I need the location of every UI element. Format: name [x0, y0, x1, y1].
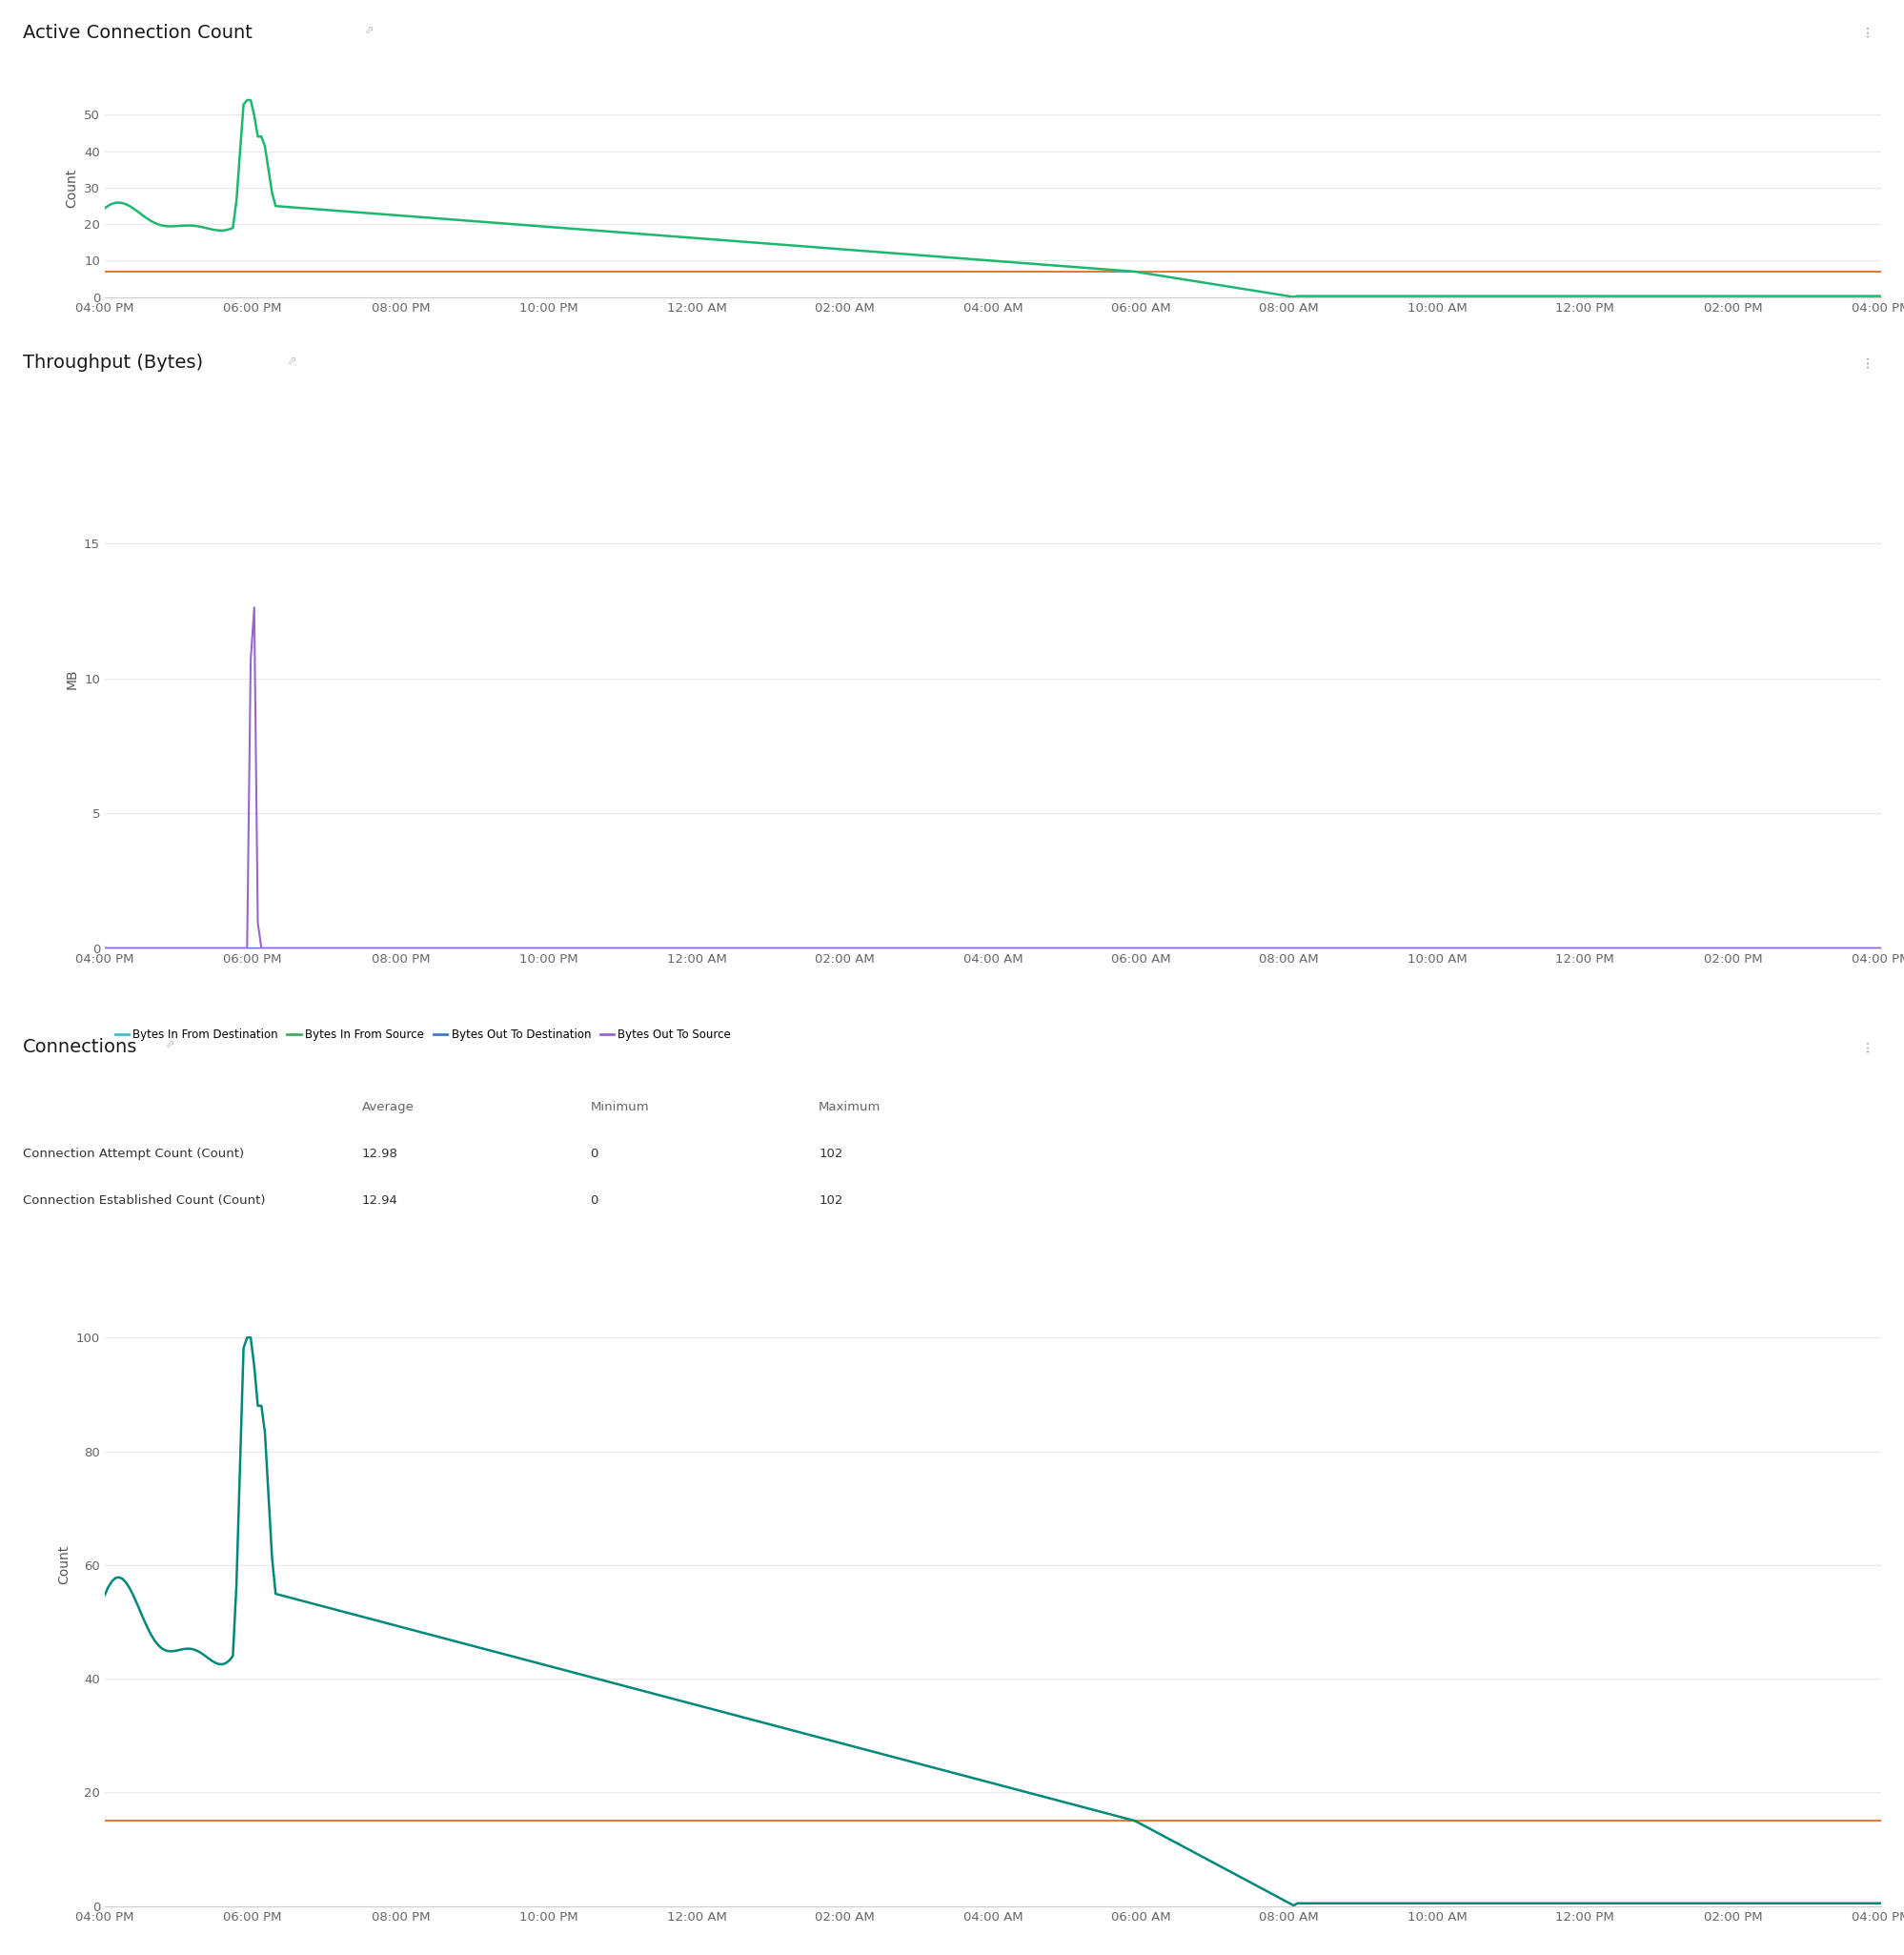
Y-axis label: MB: MB	[65, 669, 78, 688]
Text: Connection Established Count (Count): Connection Established Count (Count)	[23, 1195, 265, 1206]
Y-axis label: Count: Count	[57, 1544, 70, 1586]
Text: Connection Attempt Count (Count): Connection Attempt Count (Count)	[23, 1148, 244, 1159]
Text: 12.94: 12.94	[362, 1195, 398, 1206]
Text: ⬀: ⬀	[364, 25, 373, 35]
Text: ···: ···	[1860, 23, 1875, 37]
Text: Average: Average	[362, 1101, 413, 1112]
Text: 102: 102	[819, 1195, 843, 1206]
Text: ⬀: ⬀	[288, 356, 295, 366]
Text: Minimum: Minimum	[590, 1101, 649, 1112]
Text: 102: 102	[819, 1148, 843, 1159]
Text: ⬀: ⬀	[166, 1040, 173, 1050]
Text: ···: ···	[1860, 354, 1875, 368]
Text: Connections: Connections	[23, 1038, 137, 1056]
Text: Maximum: Maximum	[819, 1101, 882, 1112]
Text: Active Connection Count: Active Connection Count	[23, 23, 253, 41]
Text: 0: 0	[590, 1148, 598, 1159]
Y-axis label: Count: Count	[65, 168, 78, 207]
Text: 0: 0	[590, 1195, 598, 1206]
Legend: Bytes In From Destination, Bytes In From Source, Bytes Out To Destination, Bytes: Bytes In From Destination, Bytes In From…	[110, 1024, 735, 1046]
Text: Throughput (Bytes): Throughput (Bytes)	[23, 354, 204, 371]
Text: 12.98: 12.98	[362, 1148, 398, 1159]
Text: ···: ···	[1860, 1038, 1875, 1052]
